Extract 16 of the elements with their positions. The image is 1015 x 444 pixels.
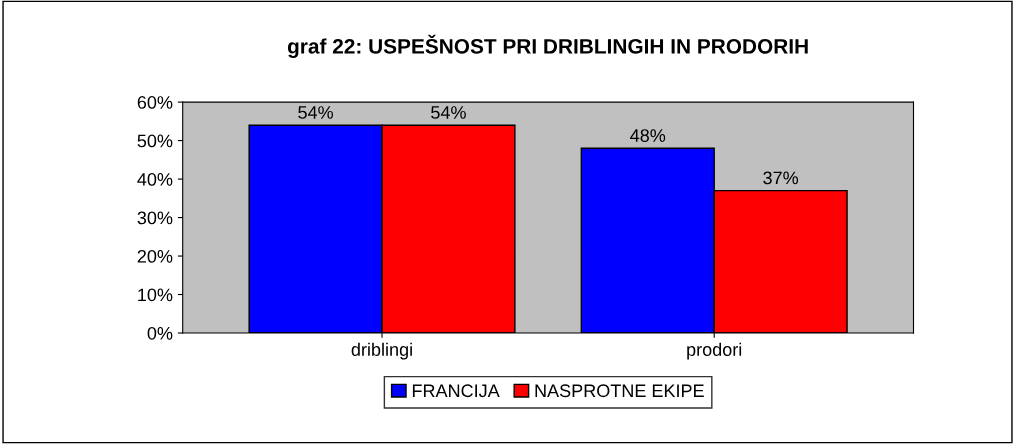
data-label: 54%	[431, 106, 466, 119]
y-tick-label: 0%	[147, 326, 173, 340]
x-tick-label: driblingi	[351, 342, 412, 360]
y-tick-label: 50%	[137, 134, 173, 148]
data-label: 37%	[763, 171, 799, 185]
y-tick-label: 10%	[138, 288, 173, 302]
chart-title: graf 22: USPEŠNOST PRI DRIBLINGIH IN PRODORIH	[287, 34, 808, 58]
y-tick-label: 30%	[137, 211, 173, 225]
data-label: 48%	[630, 129, 666, 142]
legend-label: NASPROTNE EKIPE	[535, 384, 704, 398]
y-tick-label: 40%	[137, 173, 173, 186]
y-tick-label: 60%	[137, 96, 173, 109]
data-label: 54%	[298, 106, 333, 119]
legend-label: FRANCIJA	[412, 384, 500, 398]
x-tick-label: prodori	[687, 342, 742, 360]
y-tick-label: 20%	[137, 249, 173, 263]
